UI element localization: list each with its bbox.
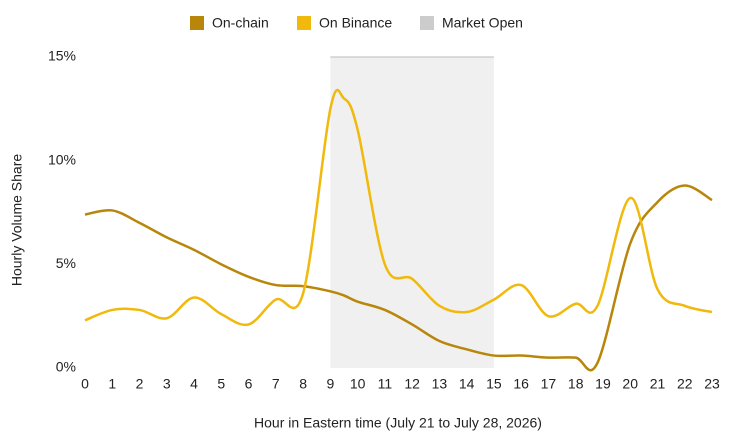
y-tick-label: 5% bbox=[56, 255, 76, 271]
x-tick-label: 0 bbox=[81, 376, 89, 392]
x-tick-label: 2 bbox=[136, 376, 144, 392]
x-tick-label: 21 bbox=[650, 376, 666, 392]
legend-label: On Binance bbox=[319, 15, 392, 31]
series-line bbox=[84, 88, 713, 327]
x-tick-label: 7 bbox=[272, 376, 280, 392]
series-line bbox=[84, 184, 713, 372]
x-tick-label: 23 bbox=[704, 376, 720, 392]
x-tick-label: 4 bbox=[190, 376, 198, 392]
legend-swatch bbox=[420, 16, 434, 30]
x-tick-label: 18 bbox=[568, 376, 584, 392]
x-tick-label: 19 bbox=[595, 376, 611, 392]
x-axis-label: Hour in Eastern time (July 21 to July 28… bbox=[254, 415, 542, 431]
y-tick-label: 0% bbox=[56, 359, 76, 375]
x-tick-label: 5 bbox=[217, 376, 225, 392]
x-tick-label: 11 bbox=[378, 376, 393, 392]
x-tick-label: 10 bbox=[350, 376, 366, 392]
x-tick-label: 1 bbox=[108, 376, 116, 392]
x-tick-label: 6 bbox=[245, 376, 253, 392]
x-tick-label: 14 bbox=[459, 376, 475, 392]
legend-swatch bbox=[190, 16, 204, 30]
y-tick-label: 10% bbox=[48, 151, 76, 167]
market-band bbox=[330, 57, 494, 368]
x-tick-label: 17 bbox=[541, 376, 557, 392]
x-tick-label: 20 bbox=[622, 376, 638, 392]
x-tick-label: 16 bbox=[513, 376, 529, 392]
x-tick-label: 8 bbox=[299, 376, 307, 392]
x-tick-label: 15 bbox=[486, 376, 502, 392]
x-tick-label: 13 bbox=[432, 376, 448, 392]
x-tick-label: 3 bbox=[163, 376, 171, 392]
x-tick-label: 12 bbox=[404, 376, 420, 392]
y-axis-label: Hourly Volume Share bbox=[9, 154, 25, 287]
legend-swatch bbox=[297, 16, 311, 30]
y-tick-label: 15% bbox=[48, 48, 76, 64]
x-tick-label: 9 bbox=[326, 376, 334, 392]
legend-label: On-chain bbox=[212, 15, 269, 31]
x-tick-label: 22 bbox=[677, 376, 693, 392]
legend-label: Market Open bbox=[442, 15, 523, 31]
